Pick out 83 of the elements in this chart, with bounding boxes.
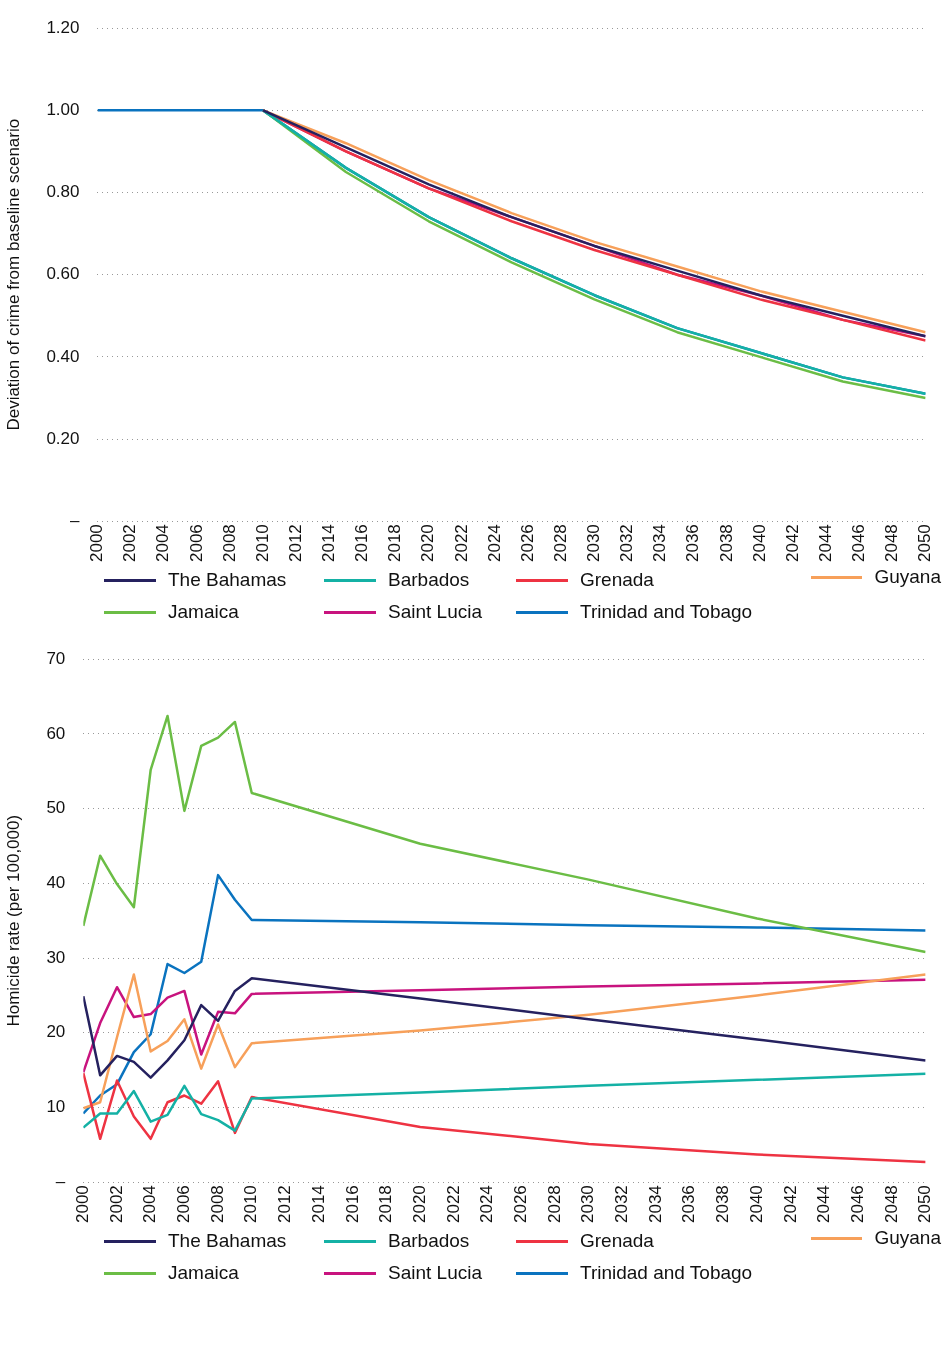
y-tick-label: 0.80 bbox=[46, 182, 80, 202]
x-tick-label: 2040 bbox=[749, 524, 769, 563]
x-tick-label: 2010 bbox=[241, 1185, 261, 1224]
x-tick-label: 2050 bbox=[915, 1185, 935, 1224]
y-tick-label: 60 bbox=[46, 723, 66, 743]
x-tick-label: 2020 bbox=[418, 524, 438, 563]
legend-label: Saint Lucia bbox=[388, 1262, 483, 1284]
y-tick-label: 70 bbox=[46, 648, 66, 668]
y-tick-label: – bbox=[70, 510, 81, 530]
x-tick-label: 2034 bbox=[645, 1185, 665, 1224]
legend-label: Guyana bbox=[874, 1227, 941, 1249]
y-tick-label: 1.00 bbox=[46, 100, 80, 120]
legend-label: Jamaica bbox=[168, 601, 239, 623]
x-tick-label: 2044 bbox=[814, 1185, 834, 1224]
x-tick-label: 2024 bbox=[477, 1185, 497, 1224]
x-tick-label: 2028 bbox=[550, 524, 570, 563]
x-tick-label: 2026 bbox=[517, 524, 537, 563]
legend-label: The Bahamas bbox=[168, 569, 287, 591]
legend-label: Guyana bbox=[874, 566, 941, 588]
x-tick-label: 2032 bbox=[617, 524, 637, 563]
x-tick-label: 2038 bbox=[713, 1185, 733, 1224]
x-tick-label: 2004 bbox=[153, 524, 173, 563]
y-tick-label: 1.20 bbox=[46, 17, 80, 37]
y-tick-label: 0.60 bbox=[46, 264, 80, 284]
y-tick-label: 20 bbox=[46, 1022, 66, 1042]
legend-label: Grenada bbox=[580, 1230, 654, 1252]
x-tick-label: 2032 bbox=[612, 1185, 632, 1224]
x-tick-label: 2026 bbox=[510, 1185, 530, 1224]
x-tick-label: 2038 bbox=[716, 524, 736, 563]
x-tick-label: 2040 bbox=[746, 1185, 766, 1224]
x-tick-label: 2046 bbox=[847, 1185, 867, 1224]
x-tick-label: 2034 bbox=[650, 524, 670, 563]
x-tick-label: 2028 bbox=[544, 1185, 564, 1224]
x-tick-label: 2022 bbox=[443, 1185, 463, 1224]
y-tick-label: 0.20 bbox=[46, 428, 80, 448]
x-tick-label: 2014 bbox=[308, 1185, 328, 1224]
y-tick-label: 0.40 bbox=[46, 346, 80, 366]
x-tick-label: 2000 bbox=[73, 1185, 92, 1224]
y-tick-label: 30 bbox=[46, 947, 66, 967]
x-tick-label: 2002 bbox=[120, 524, 140, 563]
x-tick-label: 2006 bbox=[186, 524, 206, 563]
legend-label: Barbados bbox=[388, 569, 470, 591]
x-tick-label: 2002 bbox=[106, 1185, 126, 1224]
y-axis-title: Homicide rate (per 100,000) bbox=[3, 814, 23, 1027]
x-tick-label: 2012 bbox=[285, 524, 305, 563]
y-tick-label: – bbox=[55, 1171, 66, 1191]
x-tick-label: 2004 bbox=[140, 1185, 160, 1224]
x-tick-label: 2000 bbox=[87, 524, 107, 563]
x-tick-label: 2024 bbox=[484, 524, 504, 563]
x-tick-label: 2036 bbox=[683, 524, 703, 563]
x-tick-label: 2012 bbox=[275, 1185, 295, 1224]
x-tick-label: 2042 bbox=[782, 524, 802, 563]
x-tick-label: 2036 bbox=[679, 1185, 699, 1224]
y-tick-label: 10 bbox=[46, 1097, 66, 1117]
x-tick-label: 2014 bbox=[319, 524, 339, 563]
x-tick-label: 2016 bbox=[342, 1185, 362, 1224]
legend-label: The Bahamas bbox=[168, 1230, 287, 1252]
x-tick-label: 2008 bbox=[207, 1185, 227, 1224]
x-tick-label: 2006 bbox=[174, 1185, 194, 1224]
legend-label: Jamaica bbox=[168, 1262, 239, 1284]
x-tick-label: 2042 bbox=[780, 1185, 800, 1224]
x-tick-label: 2048 bbox=[881, 1185, 901, 1224]
legend-label: Trinidad and Tobago bbox=[580, 601, 753, 623]
x-tick-label: 2048 bbox=[882, 524, 902, 563]
legend-label: Saint Lucia bbox=[388, 601, 483, 623]
x-tick-label: 2018 bbox=[376, 1185, 396, 1224]
legend-label: Grenada bbox=[580, 569, 654, 591]
x-tick-label: 2018 bbox=[385, 524, 405, 563]
x-tick-label: 2008 bbox=[219, 524, 239, 563]
legend-label: Barbados bbox=[388, 1230, 470, 1252]
x-tick-label: 2020 bbox=[409, 1185, 429, 1224]
x-tick-label: 2044 bbox=[815, 524, 835, 563]
x-tick-label: 2050 bbox=[915, 524, 935, 563]
y-axis-title: Deviation of crime from baseline scenario bbox=[3, 118, 23, 431]
x-tick-label: 2046 bbox=[849, 524, 869, 563]
x-tick-label: 2030 bbox=[584, 524, 604, 563]
y-tick-label: 50 bbox=[46, 798, 66, 818]
x-tick-label: 2030 bbox=[578, 1185, 598, 1224]
x-tick-label: 2016 bbox=[352, 524, 372, 563]
x-tick-label: 2010 bbox=[252, 524, 272, 563]
y-tick-label: 40 bbox=[46, 873, 66, 893]
x-tick-label: 2022 bbox=[451, 524, 471, 563]
legend-label: Trinidad and Tobago bbox=[580, 1262, 753, 1284]
